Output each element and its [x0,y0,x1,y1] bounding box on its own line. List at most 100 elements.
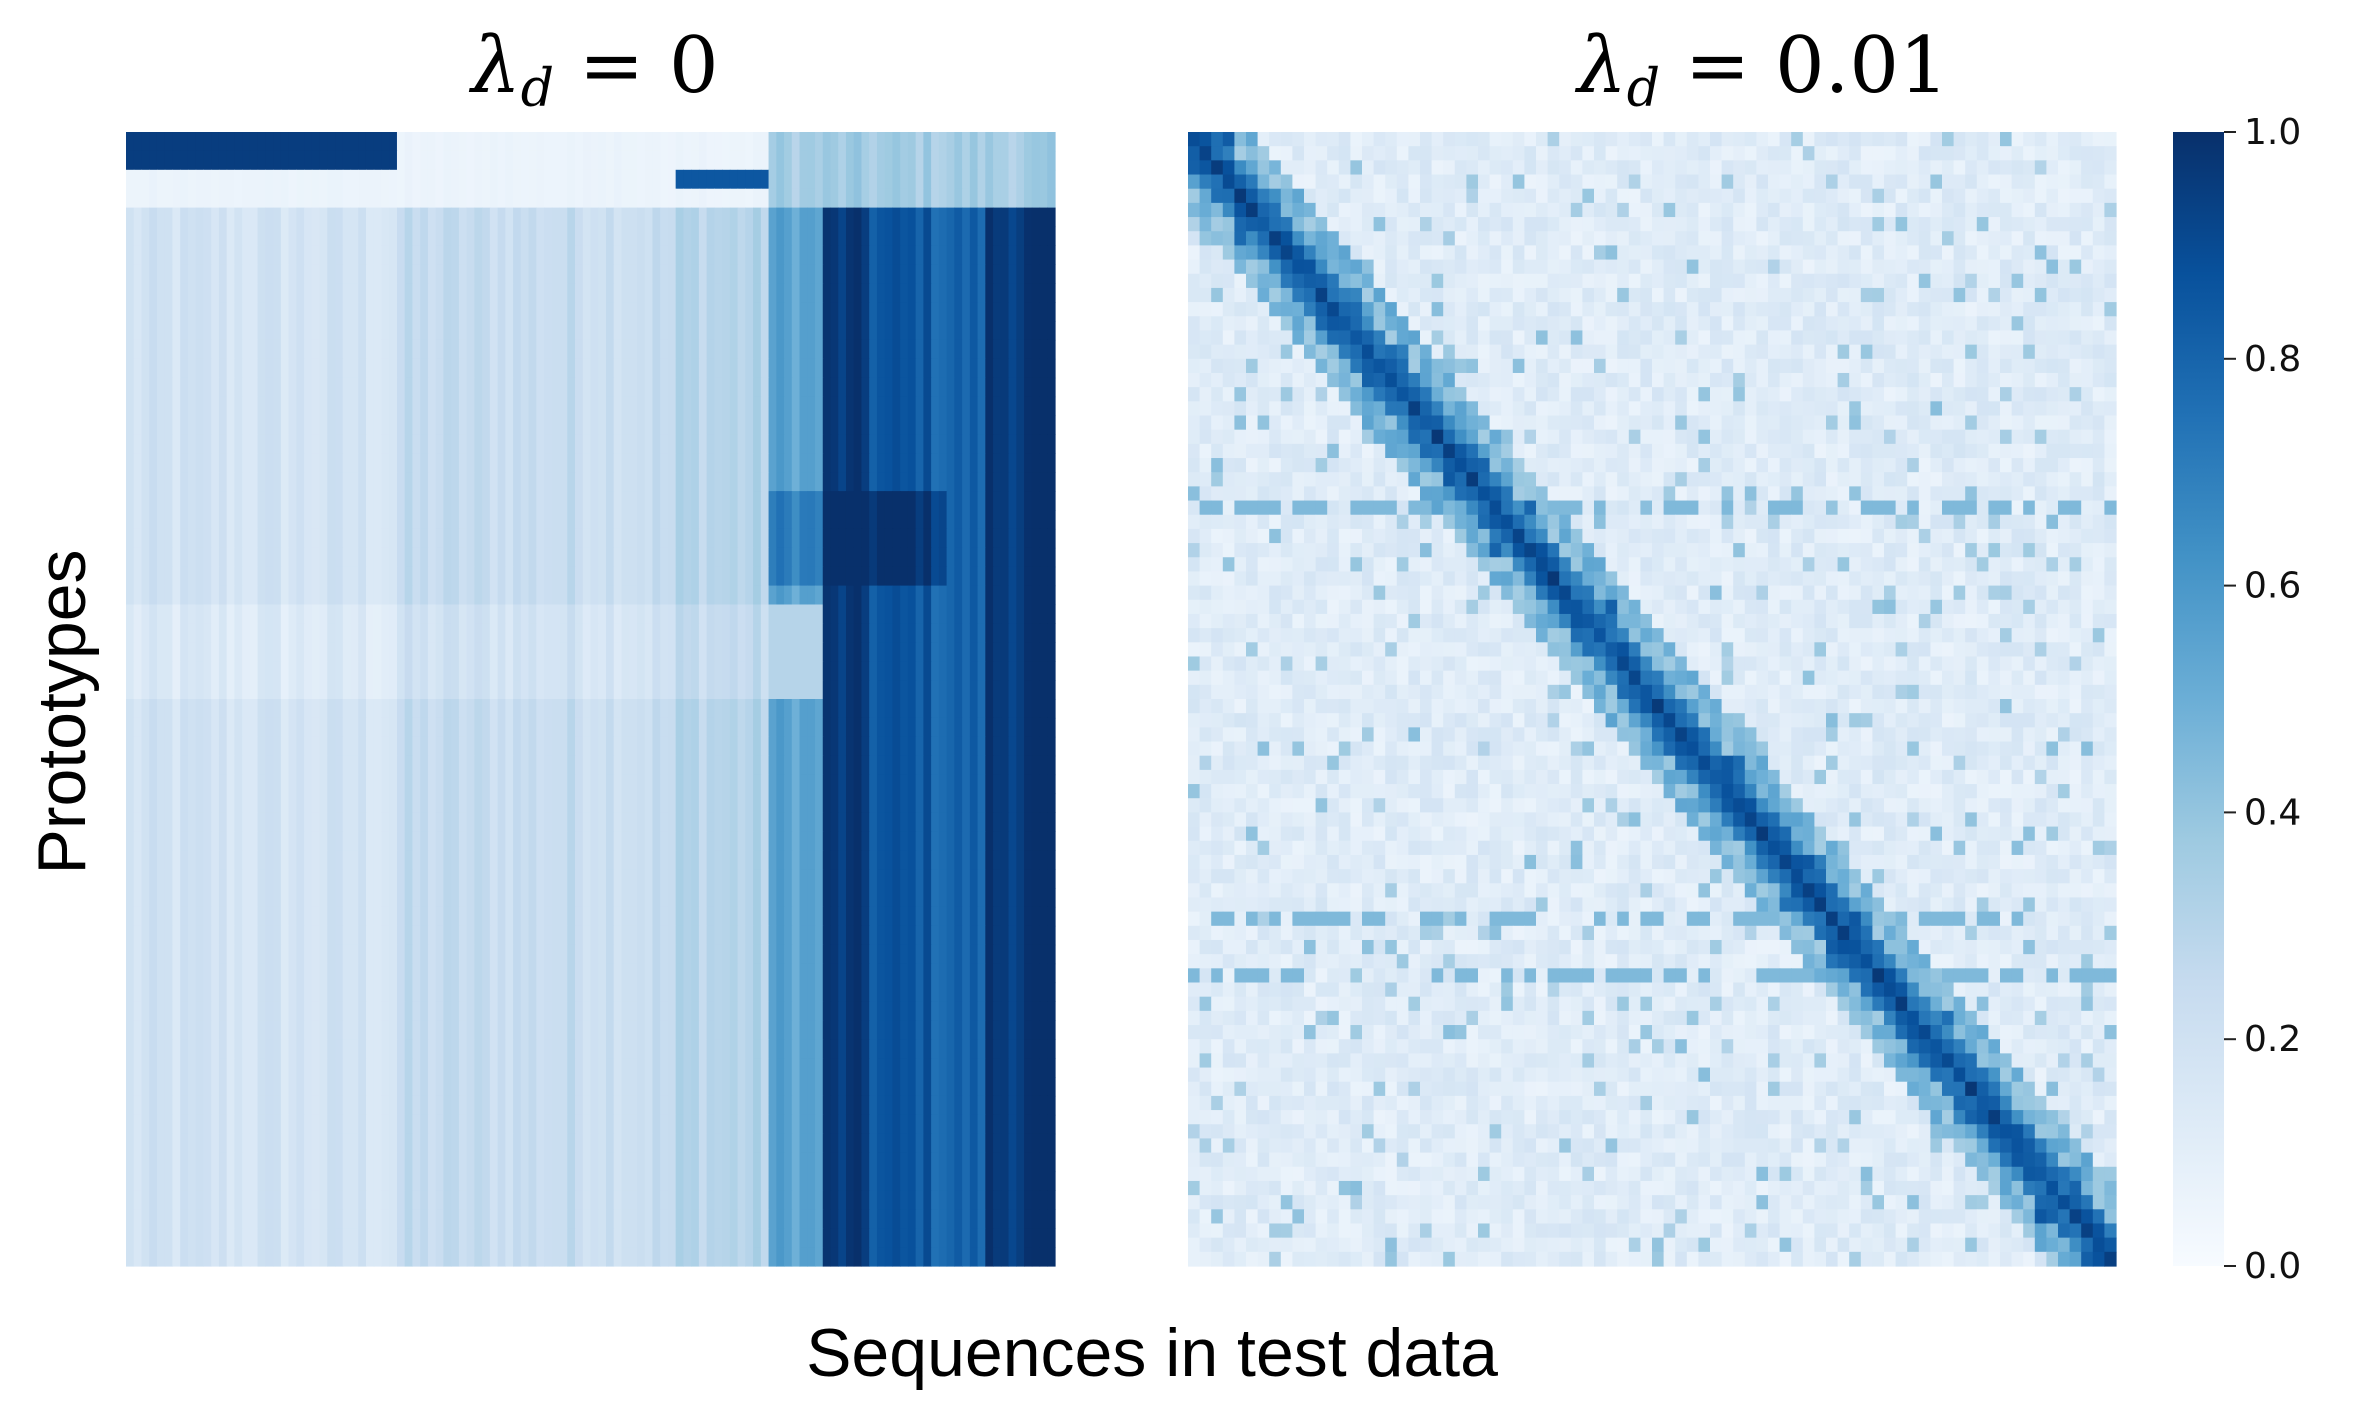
heatmap-cell [884,377,894,398]
heatmap-cell [907,150,917,171]
heatmap-cell [381,906,390,927]
heatmap-cell [133,188,143,209]
heatmap-cell [544,623,553,643]
heatmap-cell [884,321,894,341]
heatmap-cell [791,491,801,511]
heatmap-cell [652,585,661,606]
heatmap-cell [304,302,313,322]
heatmap-cell [149,661,158,681]
heatmap-cell [1047,604,1056,624]
heatmap-cell [265,888,274,908]
heatmap-cell [211,661,220,681]
heatmap-cell [249,132,259,152]
heatmap-cell [280,377,290,398]
heatmap-cell [861,188,870,209]
heatmap-cell [226,642,235,662]
heatmap-cell [257,188,266,209]
heatmap-cell [729,547,739,568]
heatmap-cell [458,358,468,379]
heatmap-cell [776,755,785,776]
heatmap-cell [683,283,692,303]
heatmap-cell [683,774,692,795]
heatmap-cell [567,812,576,832]
heatmap-cell [420,415,429,435]
heatmap-cell [776,623,785,643]
heatmap-cell [582,132,592,152]
heatmap-cell [714,132,723,152]
heatmap-cell [938,774,948,795]
heatmap-cell [187,453,197,473]
heatmap-cell [675,604,684,624]
heatmap-cell [458,642,468,662]
heatmap-cell [164,680,174,700]
heatmap-cell [915,226,924,246]
heatmap-cell [923,850,932,870]
heatmap-cell [288,377,297,398]
heatmap-cell [861,604,870,624]
heatmap-cell [451,453,460,473]
heatmap-cell [815,245,824,265]
heatmap-cell [737,188,746,209]
heatmap-cell [869,736,878,757]
heatmap-cell [156,415,166,435]
heatmap-cell [218,528,228,549]
heatmap-cell [327,302,336,322]
heatmap-cell [288,642,297,662]
heatmap-cell [559,415,568,435]
heatmap-cell [946,585,955,606]
heatmap-cell [358,132,367,152]
heatmap-cell [605,339,615,360]
heatmap-cell [946,604,955,624]
heatmap-cell [722,793,731,813]
heatmap-cell [544,339,553,360]
heatmap-cell [520,302,530,322]
heatmap-cell [900,850,909,870]
heatmap-cell [373,245,383,265]
heatmap-cell [1039,150,1048,171]
heatmap-cell [977,169,986,190]
heatmap-cell [621,132,630,152]
heatmap-cell [629,415,638,435]
heatmap-cell [536,869,545,889]
heatmap-cell [234,717,243,738]
heatmap-cell [559,680,568,700]
heatmap-cell [838,283,847,303]
heatmap-cell [675,831,684,851]
heatmap-cell [350,339,359,360]
heatmap-cell [993,831,1002,851]
heatmap-cell [559,623,568,643]
heatmap-cell [667,566,677,587]
heatmap-cell [528,453,537,473]
heatmap-cell [296,547,305,568]
heatmap-cell [505,717,514,738]
heatmap-cell [582,283,592,303]
heatmap-cell [180,528,189,549]
heatmap-cell [1008,680,1017,700]
heatmap-cell [613,528,623,549]
heatmap-cell [838,869,847,889]
heatmap-cell [605,245,615,265]
heatmap-cell [993,264,1002,284]
heatmap-cell [536,472,545,492]
heatmap-cell [319,321,328,341]
heatmap-cell [1008,472,1017,492]
heatmap-cell [660,132,669,152]
heatmap-cell [605,699,615,719]
heatmap-cell [427,869,437,889]
heatmap-cell [1047,434,1056,454]
heatmap-cell [946,528,955,549]
heatmap-cell [907,321,917,341]
heatmap-cell [559,283,568,303]
heatmap-cell [838,699,847,719]
heatmap-cell [845,302,855,322]
heatmap-cell [722,528,731,549]
heatmap-cell [667,264,677,284]
heatmap-cell [884,755,894,776]
heatmap-cell [126,755,135,776]
heatmap-cell [474,321,483,341]
heatmap-cell [149,132,158,152]
heatmap-cell [652,510,661,530]
heatmap-cell [923,358,932,379]
heatmap-cell [327,377,336,398]
heatmap-cell [969,736,979,757]
